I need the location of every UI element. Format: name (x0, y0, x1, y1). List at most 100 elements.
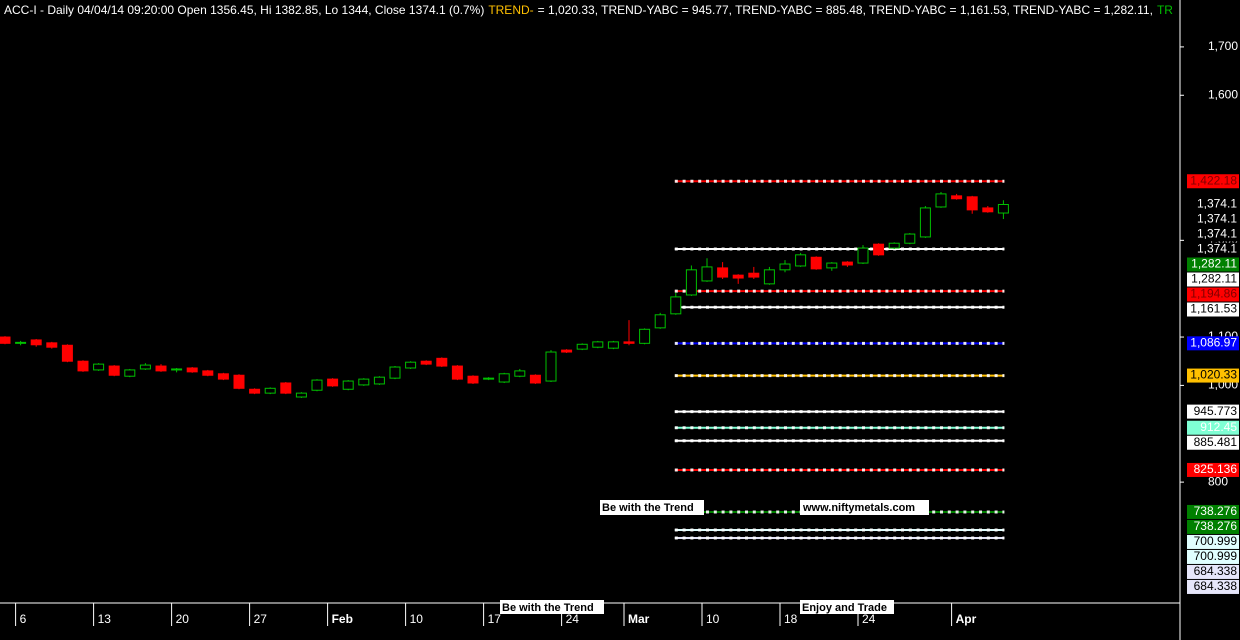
price-label: 700.999 (1194, 549, 1238, 563)
candle-body (779, 263, 791, 271)
x-tick-label: 10 (410, 612, 424, 626)
price-label-box (1187, 287, 1239, 302)
candle-body (654, 314, 666, 329)
x-tick-label: 10 (706, 612, 720, 626)
annotations: Be with the Trend www.niftymetals.com Be… (500, 500, 929, 614)
y-tick-label: 1,600 (1208, 87, 1238, 101)
candle-body (951, 195, 963, 200)
candle-body (358, 378, 370, 386)
candle-body (311, 379, 323, 391)
candle-body (483, 377, 495, 380)
candle-body (295, 392, 307, 398)
candle-body (264, 387, 276, 394)
candle-body (966, 196, 978, 211)
y-tick-label: 800 (1208, 474, 1228, 488)
candle-body (795, 254, 807, 267)
candle-body (498, 373, 510, 383)
candle-body (108, 365, 120, 376)
x-tick-label: 13 (98, 612, 112, 626)
price-label-box (1187, 212, 1239, 227)
candle-body (810, 256, 822, 270)
candle-body (420, 360, 432, 365)
price-label-box (1187, 420, 1239, 435)
candle-body (904, 233, 916, 244)
x-tick-label: 6 (20, 612, 27, 626)
x-tick-label: 27 (254, 612, 268, 626)
price-label-box (1187, 227, 1239, 242)
price-label-box (1187, 368, 1239, 383)
price-label: 684.338 (1194, 579, 1238, 593)
candle-body (139, 364, 151, 370)
price-label: 912.45 (1200, 420, 1237, 434)
chart-header: ACC-I - Daily 04/04/14 09:20:00 Open 135… (4, 2, 1236, 18)
price-label: 1,374.1 (1197, 242, 1237, 256)
price-label: 738.276 (1194, 519, 1238, 533)
candle-body (389, 366, 401, 379)
candle-body (186, 367, 198, 373)
price-label-box (1187, 242, 1239, 257)
candle-body (639, 328, 651, 344)
x-tick-label: 24 (566, 612, 580, 626)
header-text: TREND- (488, 3, 534, 17)
annotation-box (500, 600, 604, 614)
candle-body (342, 380, 354, 390)
price-label: 700.999 (1194, 534, 1238, 548)
x-tick-label: Feb (332, 612, 353, 626)
candle-body (30, 339, 42, 346)
price-label-box (1187, 174, 1239, 189)
annotation-box (800, 500, 929, 515)
candle-body (701, 266, 713, 282)
candle-body (233, 374, 245, 389)
price-label: 1,282.11 (1191, 272, 1237, 286)
price-label-box (1187, 302, 1239, 317)
x-tick-label: 24 (862, 612, 876, 626)
candle-body (249, 388, 261, 394)
candle-body (451, 365, 463, 380)
price-label-box (1187, 197, 1239, 212)
candle-body (15, 341, 27, 344)
header-text: = 1,020.33, TREND-YABC = 945.77, TREND-Y… (537, 3, 1153, 17)
x-tick-label: Mar (628, 612, 650, 626)
price-label-box (1187, 257, 1239, 272)
candle-body (982, 207, 994, 213)
price-label-box (1187, 435, 1239, 450)
price-label-box (1187, 549, 1239, 564)
price-label-box (1187, 564, 1239, 579)
annotation: Be with the Trend (602, 502, 694, 514)
price-label: 1,374.1 (1197, 197, 1237, 211)
candle-body (171, 368, 183, 371)
candle-body (405, 361, 417, 369)
annotation: www.niftymetals.com (802, 502, 915, 514)
x-tick-label: 17 (488, 612, 502, 626)
price-label: 738.276 (1194, 504, 1238, 518)
candle-body (670, 296, 682, 315)
header-text: TR (1156, 3, 1173, 17)
annotation: Enjoy and Trade (802, 602, 887, 614)
candle-body (124, 369, 136, 377)
price-label: 1,161.53 (1190, 302, 1237, 316)
candle-body (685, 269, 697, 296)
candle-body (436, 357, 448, 367)
price-label: 1,374.1 (1197, 212, 1237, 226)
candle-body (919, 207, 931, 238)
x-tick-label: Apr (956, 612, 977, 626)
candle-body (327, 378, 339, 387)
price-label-box (1187, 519, 1239, 534)
candle-body (857, 247, 869, 264)
price-label-box (1187, 504, 1239, 519)
candle-body (997, 203, 1009, 214)
candle-body (217, 373, 229, 380)
candle-body (280, 382, 292, 394)
price-label-box (1187, 462, 1239, 477)
price-label-box (1187, 404, 1239, 419)
candle-body (607, 341, 619, 349)
candle-body (155, 365, 167, 372)
candle-body (717, 267, 729, 278)
price-label: 684.338 (1194, 564, 1238, 578)
price-label: 1,282.11 (1191, 257, 1237, 271)
candle-body (748, 272, 760, 278)
candle-body (732, 274, 744, 279)
